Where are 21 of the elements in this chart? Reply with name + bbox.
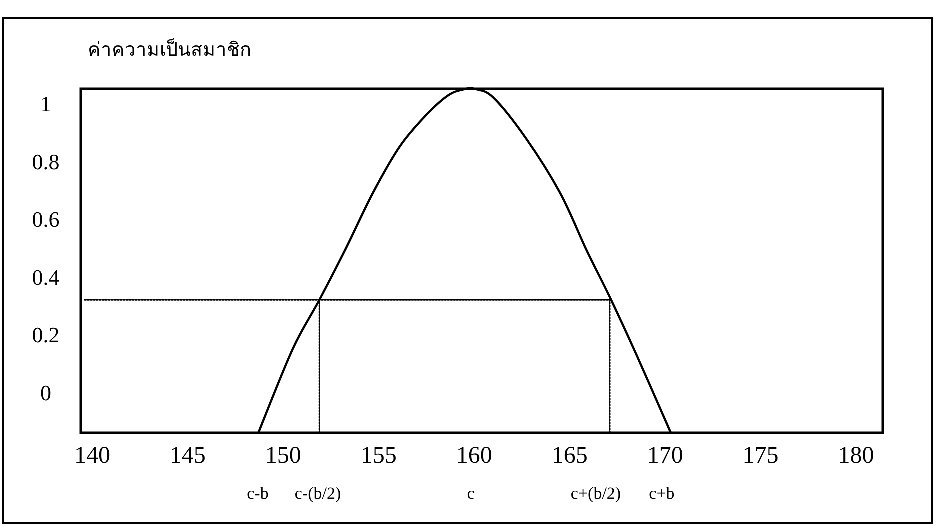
y-tick-label: 1 (40, 91, 52, 116)
x-tick-label: 160 (456, 443, 492, 469)
text: c (467, 484, 476, 503)
x-tick-label: 180 (838, 443, 874, 469)
x-tick-label: 150 (265, 443, 302, 469)
text: c-(b/2) (294, 484, 342, 503)
y-tick-label: 0 (40, 380, 52, 406)
x-tick-label: 165 (552, 443, 588, 469)
text: c-b (247, 484, 269, 503)
text: c+(b/2) (570, 484, 622, 503)
y-tick-label: 0.8 (32, 149, 60, 174)
x-tick-label: 145 (170, 443, 206, 469)
x-tick-label: 155 (360, 443, 397, 469)
x-tick-label: 170 (647, 443, 684, 469)
y-tick-label: 0.2 (32, 322, 60, 348)
x-tick-label: 175 (742, 443, 779, 469)
x-tick-label: 140 (74, 443, 110, 469)
y-axis-title: ค่าความเป็นสมาชิก (88, 37, 252, 61)
y-tick-label: 0.4 (32, 264, 60, 290)
y-tick-label: 0.6 (32, 207, 60, 232)
text: c+b (649, 484, 675, 503)
